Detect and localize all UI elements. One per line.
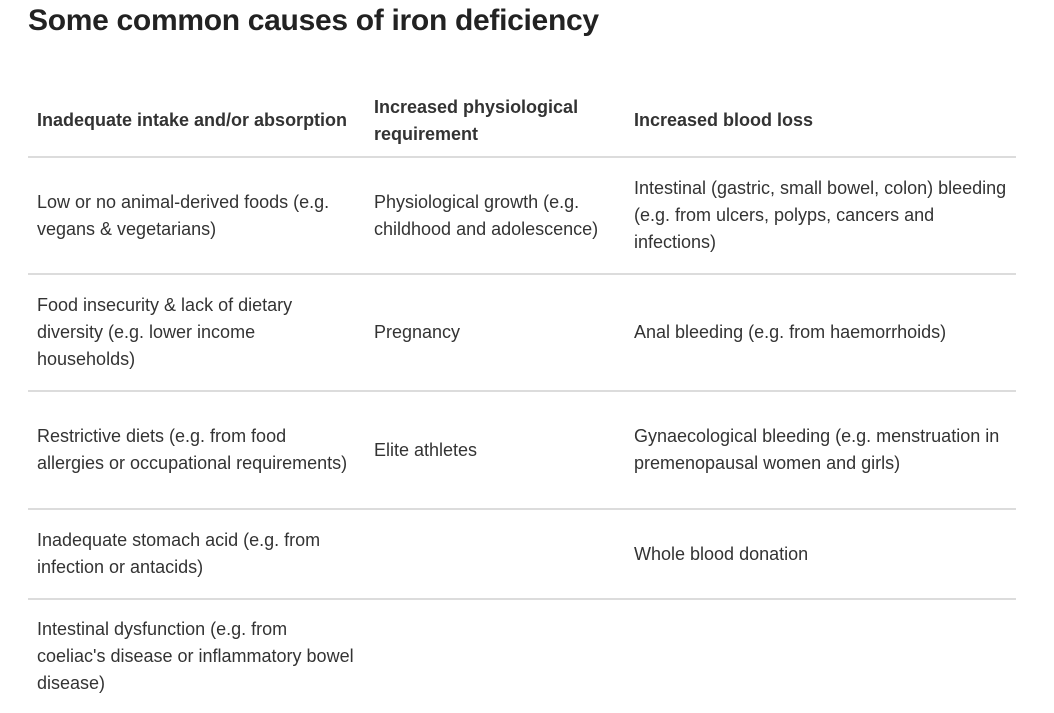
table-cell: Whole blood donation [634, 543, 809, 564]
table-cell [625, 599, 1016, 713]
table-cell: Anal bleeding (e.g. from haemorrhoids) [634, 322, 947, 342]
table-row: Low or no animal-derived foods (e.g. veg… [28, 157, 1016, 274]
table-cell: Low or no animal-derived foods (e.g. veg… [37, 191, 330, 239]
table-cell: Elite athletes [374, 439, 478, 460]
table-cell [365, 509, 625, 599]
column-header: Increased physiological requirement [374, 96, 579, 144]
table-cell: Inadequate stomach acid (e.g. from infec… [37, 530, 321, 577]
table-cell: Restrictive diets (e.g. from food allerg… [37, 426, 348, 473]
page-title: Some common causes of iron deficiency [28, 4, 599, 37]
table-header-row: Inadequate intake and/or absorption Incr… [28, 85, 1016, 157]
table-row: Inadequate stomach acid (e.g. from infec… [28, 509, 1016, 599]
causes-table: Inadequate intake and/or absorption Incr… [28, 85, 1016, 713]
table-row: Food insecurity & lack of dietary divers… [28, 274, 1016, 391]
column-header: Increased blood loss [634, 110, 814, 130]
table-row: Intestinal dysfunction (e.g. from coelia… [28, 599, 1016, 713]
table-cell: Food insecurity & lack of dietary divers… [37, 295, 293, 369]
column-header: Inadequate intake and/or absorption [37, 110, 348, 130]
table-cell: Gynaecological bleeding (e.g. menstruati… [634, 426, 1000, 473]
table-cell: Intestinal dysfunction (e.g. from coelia… [37, 619, 354, 693]
table-cell [365, 599, 625, 713]
table-cell: Physiological growth (e.g. childhood and… [374, 191, 599, 239]
table-cell: Pregnancy [374, 322, 461, 342]
table-row: Restrictive diets (e.g. from food allerg… [28, 391, 1016, 509]
table-cell: Intestinal (gastric, small bowel, colon)… [634, 178, 1007, 252]
